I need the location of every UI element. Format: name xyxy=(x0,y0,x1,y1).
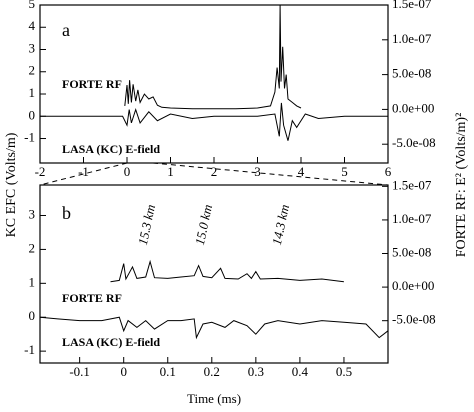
y2-tick-label: -5.0e-08 xyxy=(392,312,436,327)
y-tick-label: 0 xyxy=(29,107,36,122)
y-tick-label: 2 xyxy=(29,240,36,255)
x-tick-label: -0.1 xyxy=(69,364,90,379)
y2-tick-label: 0.0e+00 xyxy=(392,278,434,293)
x-tick-label: 0.3 xyxy=(248,364,264,379)
x-tick-label: 6 xyxy=(385,164,392,179)
x-tick-label: 0.5 xyxy=(336,364,352,379)
x-tick-label: 1 xyxy=(167,164,174,179)
y-tick-label: 5 xyxy=(29,0,36,11)
y-tick-label: 1 xyxy=(29,274,36,289)
series-label: LASA (KC) E-field xyxy=(62,142,160,156)
y-tick-label: 1 xyxy=(29,85,36,100)
data-line xyxy=(40,102,388,141)
data-line xyxy=(110,259,344,283)
panel-label: b xyxy=(62,203,71,223)
x-tick-label: -2 xyxy=(35,164,46,179)
series-label: FORTE RF xyxy=(62,291,122,305)
panel-label: a xyxy=(62,20,70,40)
x-tick-label: 0 xyxy=(120,364,127,379)
y2-tick-label: -5.0e-08 xyxy=(392,135,436,150)
y-tick-label: 2 xyxy=(29,63,36,78)
x-tick-label: 0.4 xyxy=(292,364,309,379)
zoom-guide xyxy=(39,162,128,186)
data-line xyxy=(124,4,302,110)
y-tick-label: 3 xyxy=(29,40,36,55)
distance-label: 15.3 km xyxy=(135,203,158,246)
y-axis-label: KC EFC (Volts/m) xyxy=(4,132,19,237)
y2-tick-label: 1.0e-07 xyxy=(392,211,432,226)
y2-tick-label: 1.0e-07 xyxy=(392,31,432,46)
y2-tick-label: 1.5e-07 xyxy=(392,177,432,192)
x-tick-label: 0 xyxy=(124,164,131,179)
y2-tick-label: 1.5e-07 xyxy=(392,0,432,11)
x-tick-label: 4 xyxy=(298,164,305,179)
y2-tick-label: 0.0e+00 xyxy=(392,100,434,115)
x-tick-label: 0.1 xyxy=(160,364,176,379)
y-tick-label: -1 xyxy=(24,342,35,357)
distance-label: 15.0 km xyxy=(192,203,215,246)
x-tick-label: -1 xyxy=(78,164,89,179)
zoom-guide xyxy=(152,162,389,186)
y2-axis-label: FORTE RF: E² (Volts/m)² xyxy=(454,113,469,258)
data-line xyxy=(39,316,389,340)
series-label: FORTE RF xyxy=(62,77,122,91)
x-tick-label: 5 xyxy=(341,164,348,179)
y-tick-label: -1 xyxy=(24,130,35,145)
y-tick-label: 0 xyxy=(29,308,36,323)
plot-frame xyxy=(39,184,389,364)
series-label: LASA (KC) E-field xyxy=(62,335,160,349)
x-axis-label: Time (ms) xyxy=(187,391,241,406)
y2-tick-label: 5.0e-08 xyxy=(392,244,431,259)
x-tick-label: 0.2 xyxy=(204,364,220,379)
x-tick-label: 3 xyxy=(254,164,261,179)
y-tick-label: 4 xyxy=(29,18,36,33)
y-tick-label: 3 xyxy=(29,206,36,221)
distance-label: 14.3 km xyxy=(269,203,292,246)
x-tick-label: 2 xyxy=(211,164,218,179)
y2-tick-label: 5.0e-08 xyxy=(392,66,431,81)
